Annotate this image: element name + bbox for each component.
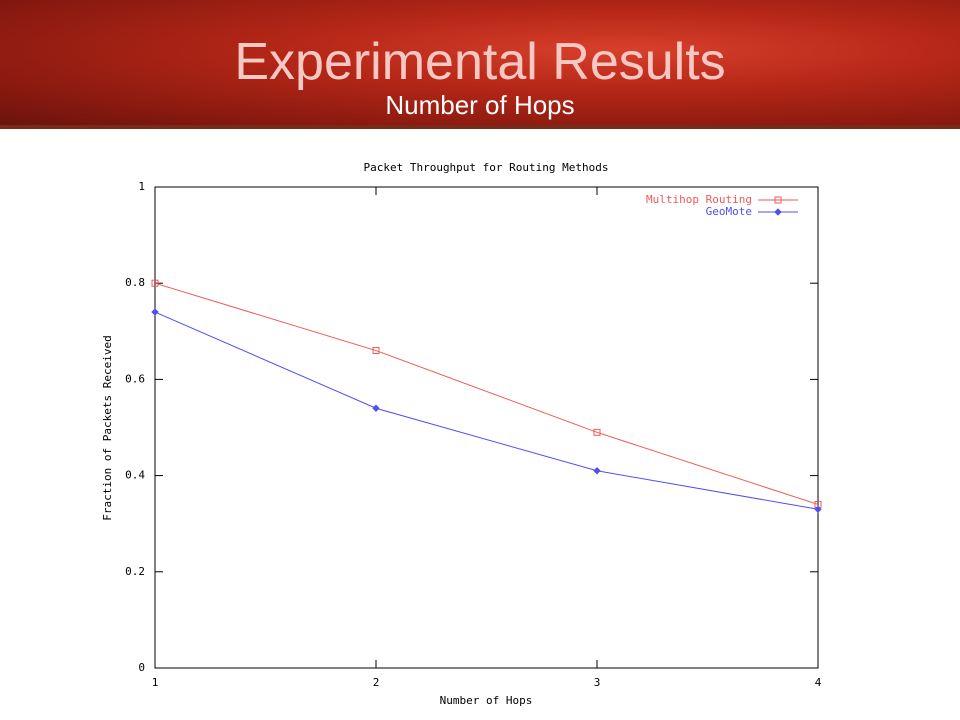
chart-title: Packet Throughput for Routing Methods	[363, 161, 608, 174]
point-marker	[151, 279, 159, 287]
y-tick-label: 0.6	[125, 372, 145, 385]
x-tick-label: 4	[815, 676, 822, 689]
legend-label: GeoMote	[706, 205, 752, 218]
legend-marker	[774, 208, 782, 216]
y-tick-label: 0.8	[125, 276, 145, 289]
legend-label: Multihop Routing	[646, 193, 752, 206]
point-marker	[593, 467, 601, 475]
point-marker	[151, 308, 159, 316]
y-tick-label: 0.2	[125, 565, 145, 578]
y-tick-label: 0.4	[125, 469, 145, 482]
point-marker	[814, 505, 822, 513]
series-line	[154, 282, 819, 505]
header-band: Experimental Results Number of Hops	[0, 0, 960, 129]
series-line	[154, 311, 819, 510]
y-axis-label: Fraction of Packets Received	[101, 335, 114, 520]
legend-marker	[774, 196, 782, 204]
x-axis-label: Number of Hops	[440, 694, 533, 707]
y-tick-label: 1	[138, 180, 145, 193]
slide-subtitle: Number of Hops	[385, 90, 575, 120]
point-marker	[372, 404, 380, 412]
slide-title: Experimental Results	[234, 33, 726, 91]
y-tick-label: 0	[138, 661, 145, 674]
point-marker	[372, 347, 380, 355]
x-tick-label: 1	[152, 676, 159, 689]
point-marker	[593, 428, 601, 436]
x-tick-label: 2	[373, 676, 380, 689]
plot-frame	[154, 186, 819, 669]
x-tick-label: 3	[594, 676, 601, 689]
